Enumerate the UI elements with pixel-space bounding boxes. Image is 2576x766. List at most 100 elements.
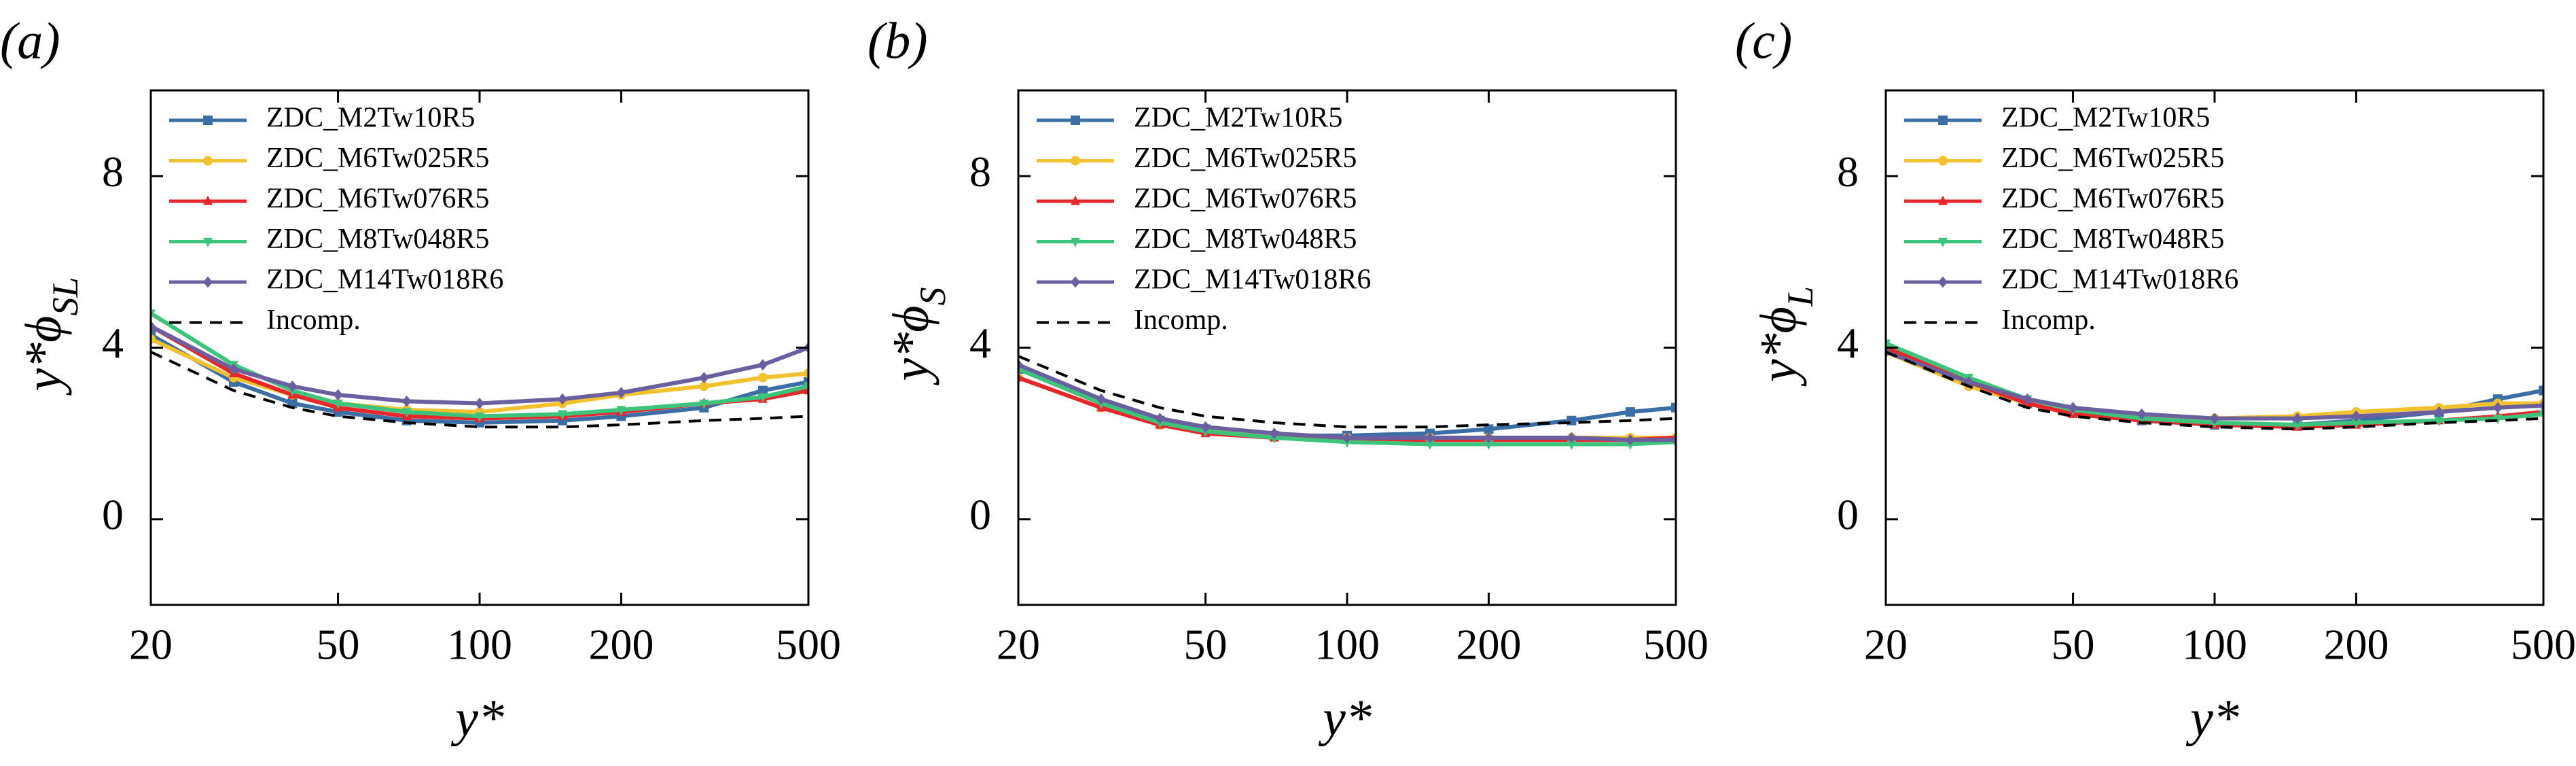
x-tick-label: 200 [1456, 621, 1521, 669]
data-point [333, 399, 343, 409]
data-point [2434, 406, 2444, 418]
data-point [401, 395, 412, 407]
data-point [1567, 432, 1577, 444]
legend-label: ZDC_M8Tw048R5 [1134, 224, 1357, 255]
x-tick-label: 50 [2052, 621, 2095, 669]
legend-label: ZDC_M6Tw076R5 [2001, 184, 2224, 215]
data-point [1567, 440, 1577, 450]
data-point [2539, 410, 2543, 420]
legend-marker [203, 195, 213, 205]
data-point [557, 410, 567, 420]
legend-label: ZDC_M2Tw10R5 [1134, 103, 1342, 134]
data-point [804, 377, 808, 387]
y-axis-label: y*ϕSL [15, 277, 86, 396]
data-point [1096, 393, 1106, 405]
legend-label: Incomp. [1134, 304, 1228, 336]
data-point [616, 406, 626, 416]
x-tick-label: 100 [1314, 621, 1380, 669]
data-point [333, 389, 343, 401]
data-point [2351, 419, 2361, 429]
legend-label: Incomp. [266, 304, 361, 336]
data-point [757, 385, 768, 396]
legend-label: ZDC_M14Tw018R6 [2001, 264, 2238, 296]
y-tick-label: 4 [969, 319, 991, 367]
data-point [699, 381, 709, 391]
data-point [1625, 407, 1635, 417]
legend-marker [1071, 276, 1080, 288]
data-point [557, 393, 567, 405]
legend-marker [203, 276, 213, 288]
y-axis-label-subscript: SL [45, 277, 86, 315]
data-point [1200, 421, 1211, 433]
legend-label: ZDC_M6Tw025R5 [1134, 143, 1357, 174]
data-point [2351, 411, 2361, 422]
data-point [2292, 413, 2302, 424]
x-axis-label: y* [1318, 689, 1372, 746]
x-tick-label: 100 [447, 621, 512, 669]
data-point [475, 412, 484, 422]
data-point [151, 330, 156, 340]
x-axis-label: y* [450, 689, 504, 746]
legend-label: ZDC_M6Tw025R5 [266, 143, 489, 174]
y-tick-label: 0 [969, 491, 991, 539]
panel-label: (a) [0, 12, 60, 69]
y-axis-label: y*ϕS [882, 287, 953, 385]
data-point [1425, 440, 1435, 450]
legend-label: ZDC_M6Tw076R5 [266, 184, 489, 215]
legend-label: ZDC_M2Tw10R5 [2001, 103, 2210, 134]
data-point [757, 359, 768, 371]
data-point [228, 363, 238, 375]
data-point [151, 334, 156, 344]
y-tick-label: 4 [1837, 319, 1859, 367]
x-tick-label: 200 [2323, 621, 2389, 669]
x-tick-label: 500 [776, 621, 841, 669]
data-point [1269, 428, 1279, 440]
legend-marker [1071, 237, 1080, 247]
x-tick-label: 500 [2511, 621, 2576, 669]
panel-label: (c) [1735, 12, 1792, 69]
data-point [616, 387, 626, 399]
x-tick-label: 100 [2182, 621, 2247, 669]
series-line [151, 324, 808, 406]
x-tick-label: 20 [129, 621, 173, 669]
data-point [2492, 414, 2503, 424]
data-point [151, 320, 156, 332]
legend-marker [1071, 195, 1080, 205]
legend-label: ZDC_M6Tw076R5 [1134, 184, 1357, 215]
legend-marker [1938, 237, 1948, 247]
legend-label: ZDC_M8Tw048R5 [2001, 224, 2224, 255]
data-point [151, 309, 156, 319]
legend-marker [203, 156, 213, 166]
legend-marker [203, 116, 213, 125]
plot-area [1018, 355, 1676, 450]
data-point [2136, 408, 2147, 420]
x-tick-label: 20 [1864, 621, 1908, 669]
data-point [1342, 432, 1352, 444]
data-point [2292, 421, 2302, 431]
y-axis-label-main: y*ϕ [15, 315, 72, 396]
data-point [1671, 434, 1676, 446]
data-point [475, 398, 484, 409]
x-tick-label: 50 [1184, 621, 1228, 669]
plot-area [151, 309, 808, 429]
data-point [287, 380, 298, 392]
data-point [401, 408, 412, 418]
series-line [1886, 350, 2543, 431]
legend-label: ZDC_M8Tw048R5 [266, 224, 489, 255]
data-point [1484, 424, 1494, 434]
y-tick-label: 8 [969, 147, 991, 196]
x-axis-label: y* [2185, 689, 2239, 746]
y-tick-label: 8 [1837, 147, 1859, 196]
data-point [1425, 432, 1435, 444]
y-tick-label: 4 [102, 319, 124, 367]
legend-label: ZDC_M14Tw018R6 [266, 264, 503, 296]
data-point [699, 372, 709, 384]
legend-label: ZDC_M6Tw025R5 [2001, 143, 2224, 174]
y-tick-label: 8 [102, 147, 124, 196]
panel: (a) y*ϕSL y* 0 4 8 20 50 100 200 500 ZDC_M2Tw10R5 ZD… [0, 12, 841, 746]
x-tick-label: 20 [997, 621, 1040, 669]
legend-label: ZDC_M2Tw10R5 [266, 103, 475, 134]
